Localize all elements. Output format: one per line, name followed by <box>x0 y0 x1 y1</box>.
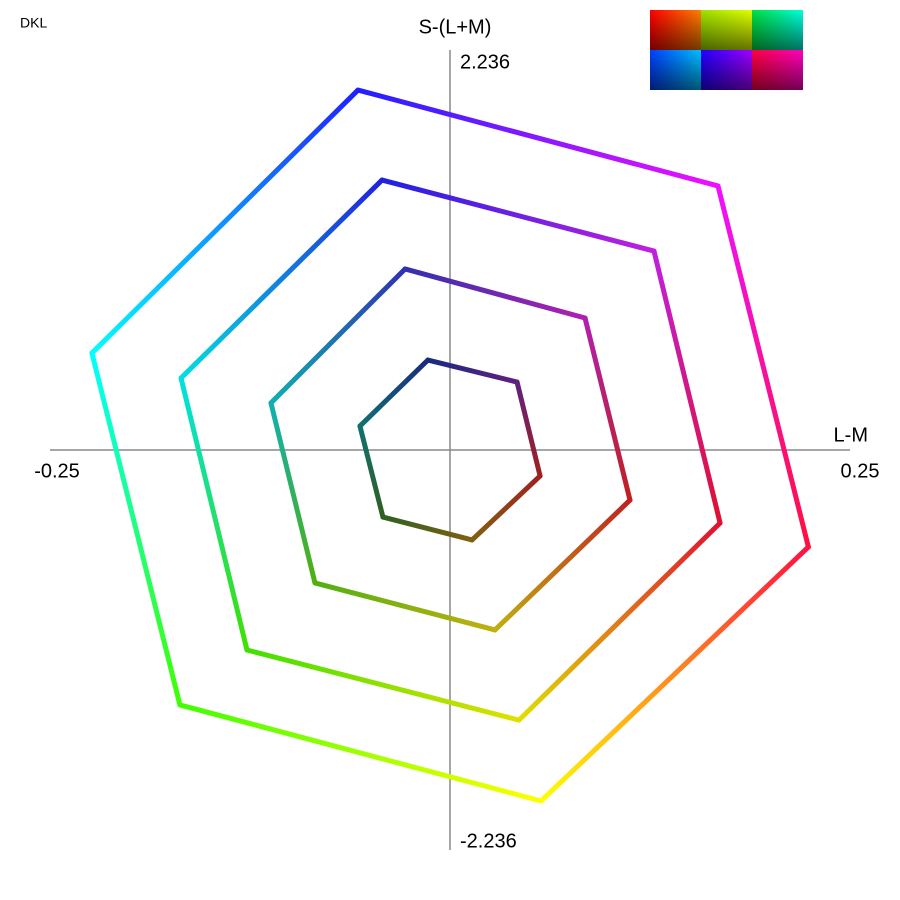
polygon-edge <box>177 702 544 804</box>
y-tick-label: 2.236 <box>460 51 510 73</box>
y-tick-label: -2.236 <box>460 830 517 852</box>
y-axis-label: S-(L+M) <box>419 16 492 38</box>
polygon-edge <box>469 473 543 543</box>
x-axis-label: L-M <box>834 424 868 446</box>
polygon-edge <box>651 248 723 526</box>
polygon-edge <box>268 266 408 406</box>
polygon-edge <box>357 357 431 429</box>
polygon-edge <box>516 520 723 723</box>
palette <box>650 10 803 90</box>
polygon-edge <box>538 544 811 804</box>
polygon-edge <box>178 375 250 653</box>
polygon-edge <box>357 423 386 520</box>
polygon-edge <box>402 266 588 321</box>
polygon-edge <box>89 350 183 708</box>
plot <box>89 87 811 804</box>
polygon-edge <box>89 87 361 356</box>
x-tick-label: 0.25 <box>841 460 880 482</box>
polygon-edge <box>514 379 543 479</box>
x-tick-label: -0.25 <box>34 460 80 482</box>
polygon-edge <box>582 315 633 503</box>
polygon-edge <box>244 647 522 723</box>
polygon-edge <box>268 400 318 586</box>
chart-title: DKL <box>20 15 47 31</box>
polygon-edge <box>425 357 520 385</box>
polygon-edge <box>178 177 385 381</box>
polygon-edge <box>492 497 633 633</box>
polygon-edge <box>379 177 657 254</box>
polygon-edge <box>715 183 811 550</box>
polygon-edge <box>380 514 475 543</box>
polygon-edge <box>312 580 498 633</box>
polygon-edge <box>355 87 721 189</box>
